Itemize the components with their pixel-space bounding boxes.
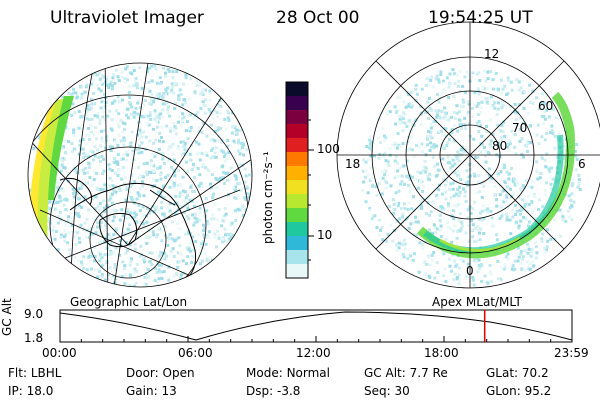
colorbar-segment [286, 82, 308, 97]
mlat-label-60: 60 [538, 99, 554, 113]
colorbar-segment [286, 208, 308, 223]
geographic-panel-label: Geographic Lat/Lon [70, 295, 188, 309]
mlat-label-70: 70 [512, 121, 528, 135]
geographic-image [27, 62, 253, 288]
colorbar-segment [286, 264, 308, 279]
gc-alt-axis-label: GC Alt [0, 298, 14, 336]
colorbar-tick-100: 100 [317, 142, 340, 156]
info-mode: Mode: Normal [246, 366, 330, 380]
info-glon: GLon: 95.2 [486, 384, 552, 398]
x-tick-2359: 23:59 [554, 346, 589, 360]
colorbar-segment [286, 222, 308, 237]
info-glat: GLat: 70.2 [486, 366, 549, 380]
colorbar-segment [286, 166, 308, 181]
colorbar-segment [286, 124, 308, 139]
mlt-label-6: 6 [578, 157, 586, 171]
info-gc-alt: GC Alt: 7.7 Re [364, 366, 448, 380]
left-emission-speckle [29, 64, 252, 287]
x-tick-0000: 00:00 [42, 346, 77, 360]
y-tick-9: 9.0 [24, 307, 44, 321]
mlat-label-80: 80 [492, 139, 508, 153]
x-tick-1800: 18:00 [424, 346, 459, 360]
mlt-label-12: 12 [484, 47, 500, 61]
x-tick-1200: 12:00 [296, 346, 331, 360]
colorbar-segment [286, 96, 308, 111]
colorbar [285, 81, 314, 279]
info-door: Door: Open [126, 366, 195, 380]
y-tick-1-8: 1.8 [24, 331, 44, 345]
info-seq: Seq: 30 [364, 384, 410, 398]
x-tick-0600: 06:00 [178, 346, 213, 360]
info-flt: Flt: LBHL [8, 366, 62, 380]
info-ip: IP: 18.0 [8, 384, 54, 398]
colorbar-segment [286, 110, 308, 125]
colorbar-segment [286, 194, 308, 209]
apex-panel-label: Apex MLat/MLT [432, 295, 522, 309]
colorbar-segment [286, 236, 308, 251]
colorbar-segment [286, 152, 308, 167]
colorbar-segment [286, 138, 308, 153]
colorbar-tick-10: 10 [317, 228, 333, 242]
date-label: 28 Oct 00 [276, 8, 360, 28]
altitude-timeline [59, 309, 573, 343]
polar-image [336, 21, 600, 289]
info-gain: Gain: 13 [126, 384, 177, 398]
colorbar-segment [286, 250, 308, 265]
info-dsp: Dsp: -3.8 [246, 384, 301, 398]
colorbar-unit-label: photon cm⁻²s⁻¹ [261, 151, 275, 244]
instrument-title: Ultraviolet Imager [50, 8, 204, 28]
mlt-label-18: 18 [345, 157, 361, 171]
colorbar-segment [286, 180, 308, 195]
mlt-label-0: 0 [466, 264, 474, 278]
time-label: 19:54:25 UT [428, 8, 533, 28]
